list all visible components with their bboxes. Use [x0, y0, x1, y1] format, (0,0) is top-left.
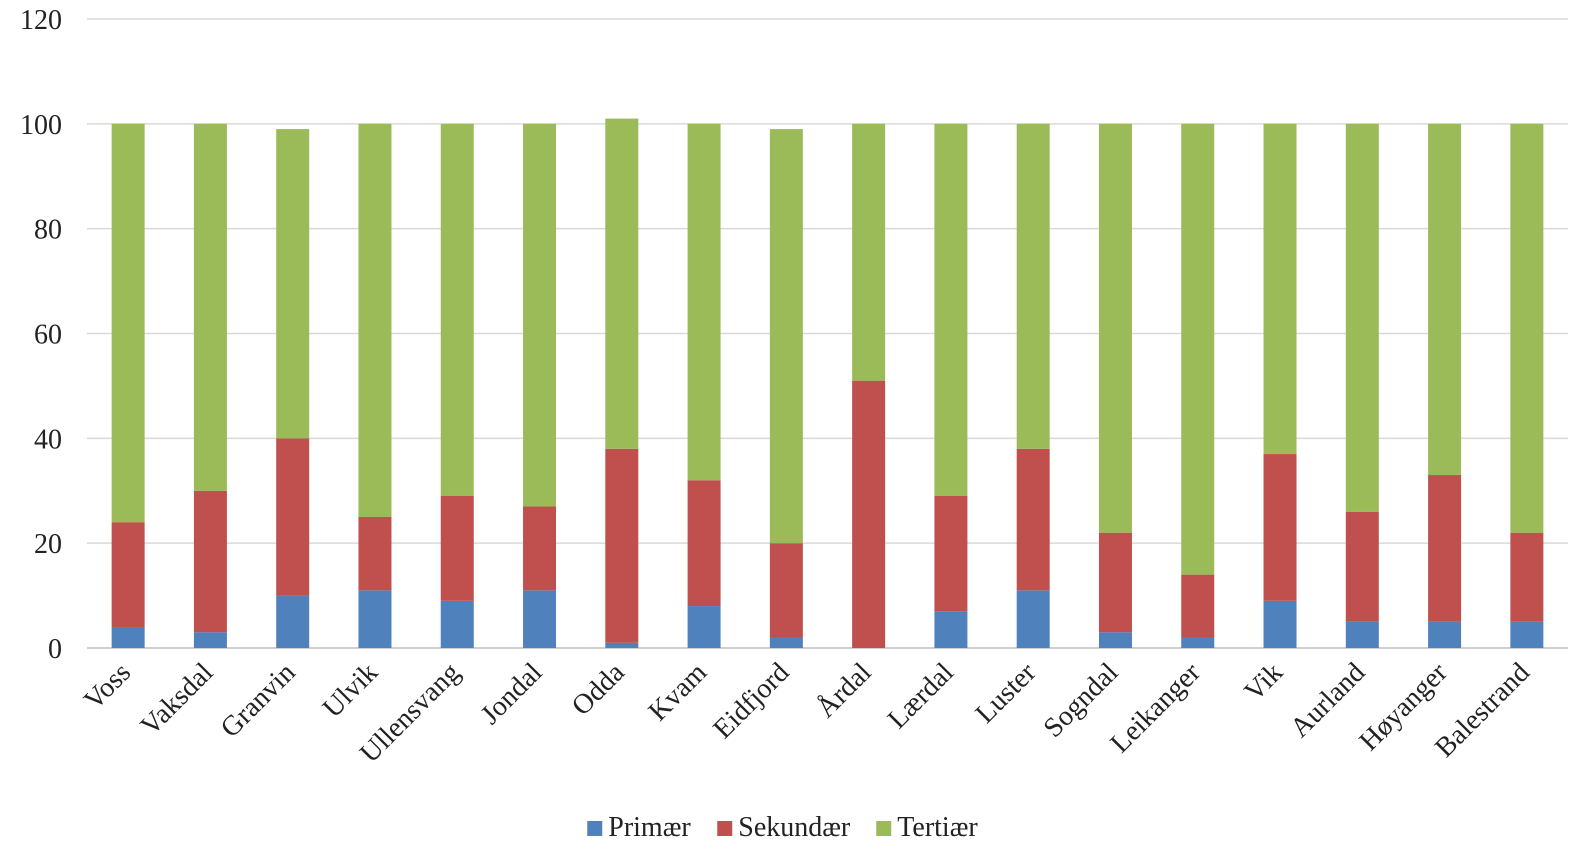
- x-tick-label: Leikanger: [1105, 657, 1208, 760]
- bar-segment: [1263, 600, 1297, 648]
- bar-segment: [934, 611, 968, 648]
- bar-segment: [934, 495, 968, 612]
- legend-swatch: [876, 821, 892, 836]
- bar-segment: [523, 506, 557, 591]
- legend: Primær Sekundær Tertiær: [587, 812, 978, 843]
- x-tick-label: Årdal: [811, 657, 878, 724]
- bar-segment: [358, 590, 392, 648]
- x-tick-label: Lærdal: [882, 657, 960, 735]
- y-tick-label: 100: [20, 110, 62, 141]
- bar-segment: [687, 123, 721, 481]
- bar-segment: [111, 522, 145, 628]
- bar-segment: [276, 129, 310, 439]
- y-tick-label: 60: [34, 320, 62, 351]
- bar-segment: [1510, 621, 1544, 648]
- bar-segment: [1181, 123, 1215, 575]
- x-tick-label: Jondal: [475, 657, 549, 731]
- bar-segment: [276, 595, 310, 648]
- bar-segment: [1345, 511, 1379, 622]
- bar-segment: [193, 123, 227, 491]
- x-tick-label: Eidfjord: [707, 657, 795, 745]
- y-tick-label: 120: [20, 5, 62, 36]
- bar-segment: [1098, 632, 1132, 648]
- bar-segment: [1181, 574, 1215, 638]
- bar-segment: [769, 129, 803, 544]
- bar-segment: [358, 516, 392, 591]
- bar-segment: [276, 438, 310, 596]
- bar-segment: [769, 637, 803, 648]
- bar-segment: [1428, 123, 1462, 476]
- gridlines: [87, 18, 1568, 649]
- bar-segment: [1016, 590, 1050, 648]
- bar-segment: [605, 118, 639, 449]
- bar-segment: [852, 380, 886, 648]
- bar-segment: [111, 627, 145, 648]
- bar-segment: [111, 123, 145, 523]
- legend-label: Sekundær: [738, 812, 851, 843]
- legend-label: Primær: [608, 812, 691, 843]
- bar-segment: [687, 606, 721, 648]
- x-tick-label: Vaksdal: [135, 657, 220, 742]
- bar-segment: [1345, 123, 1379, 512]
- bar-segment: [523, 123, 557, 507]
- bar-segment: [1016, 123, 1050, 449]
- bar-segment: [1510, 532, 1544, 622]
- bar-segment: [1181, 637, 1215, 648]
- legend-swatch: [587, 821, 603, 836]
- bar-segment: [1263, 454, 1297, 601]
- bar-segment: [769, 543, 803, 638]
- bar-segment: [934, 123, 968, 496]
- bar-segment: [1016, 448, 1050, 591]
- bar-segment: [440, 123, 474, 496]
- y-tick-label: 20: [34, 529, 62, 560]
- x-tick-label: Luster: [970, 657, 1043, 730]
- bar-segment: [358, 123, 392, 517]
- bar-segment: [687, 480, 721, 607]
- legend-swatch: [717, 821, 733, 836]
- bar-segment: [605, 642, 639, 648]
- bar-segment: [1510, 123, 1544, 533]
- y-tick-label: 0: [48, 634, 62, 665]
- x-tick-label: Vik: [1239, 657, 1289, 707]
- x-tick-label: Odda: [566, 657, 631, 722]
- y-tick-label: 80: [34, 215, 62, 246]
- x-tick-label: Kvam: [643, 657, 713, 727]
- bar-segment: [605, 448, 639, 643]
- bar-segment: [440, 600, 474, 648]
- y-tick-label: 40: [34, 424, 62, 455]
- x-tick-label: Granvin: [215, 657, 302, 744]
- bar-segment: [523, 590, 557, 648]
- bar-segment: [1098, 532, 1132, 633]
- bar-segment: [1263, 123, 1297, 455]
- bar-segment: [193, 490, 227, 633]
- bar-segment: [852, 123, 886, 381]
- x-tick-label: Voss: [78, 657, 137, 716]
- bar-segment: [1345, 621, 1379, 648]
- bar-segment: [193, 632, 227, 648]
- legend-label: Tertiær: [897, 812, 978, 843]
- bar-segment: [1428, 621, 1462, 648]
- bar-segment: [1428, 475, 1462, 622]
- bar-segment: [440, 495, 474, 601]
- x-tick-label: Ulvik: [317, 657, 384, 724]
- bars: [111, 118, 1544, 648]
- bar-segment: [1098, 123, 1132, 533]
- y-axis-tick-labels: 0 20 40 60 80 100 120: [20, 5, 62, 665]
